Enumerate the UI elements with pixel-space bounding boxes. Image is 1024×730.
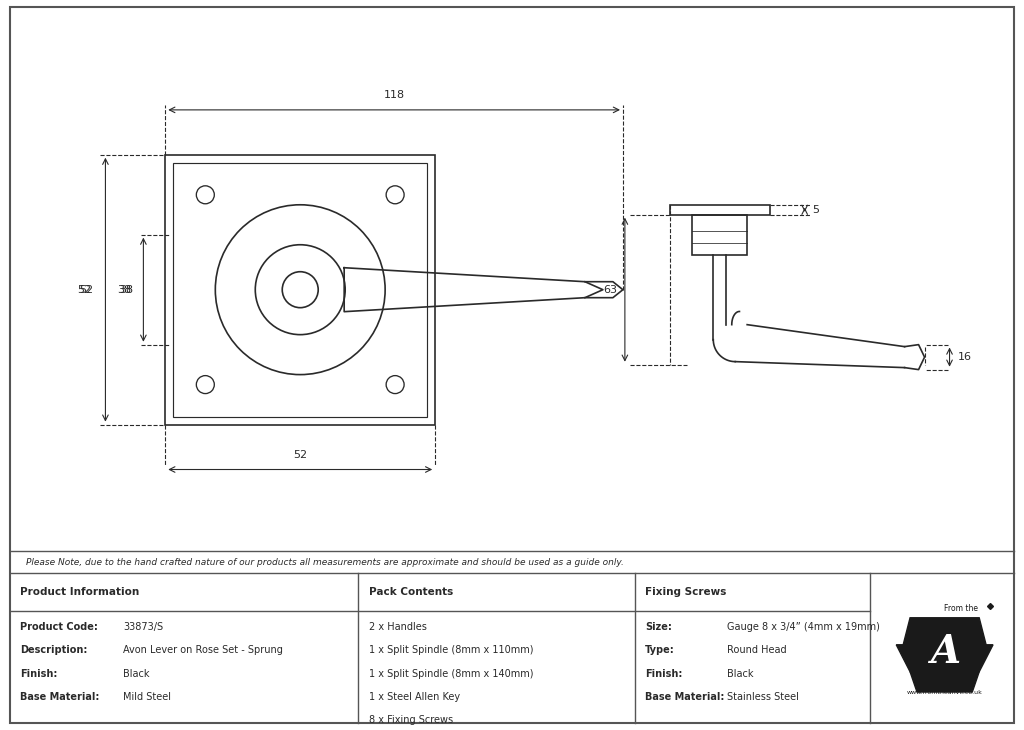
Text: Product Code:: Product Code: xyxy=(20,622,98,632)
Text: Finish:: Finish: xyxy=(20,669,57,679)
Text: 16: 16 xyxy=(957,352,972,362)
Bar xyxy=(692,215,748,255)
Polygon shape xyxy=(903,618,986,645)
Text: www.fromtheanvil.co.uk: www.fromtheanvil.co.uk xyxy=(906,690,983,694)
Text: Finish:: Finish: xyxy=(645,669,682,679)
Text: 1 x Split Spindle (8mm x 140mm): 1 x Split Spindle (8mm x 140mm) xyxy=(369,669,534,679)
Text: 52: 52 xyxy=(78,285,91,295)
Text: Size:: Size: xyxy=(645,622,672,632)
Bar xyxy=(670,205,770,215)
Text: 52: 52 xyxy=(79,285,93,295)
Text: 8 x Fixing Screws: 8 x Fixing Screws xyxy=(369,715,453,726)
Text: Product Information: Product Information xyxy=(20,587,139,597)
Text: 38: 38 xyxy=(119,285,133,295)
Text: A: A xyxy=(930,632,959,671)
Bar xyxy=(165,155,435,425)
Text: Gauge 8 x 3/4” (4mm x 19mm): Gauge 8 x 3/4” (4mm x 19mm) xyxy=(727,622,880,632)
Text: Stainless Steel: Stainless Steel xyxy=(727,692,799,702)
Text: 52: 52 xyxy=(293,450,307,459)
Text: Black: Black xyxy=(727,669,754,679)
Text: Base Material:: Base Material: xyxy=(645,692,725,702)
Text: 38: 38 xyxy=(118,285,131,295)
Text: Anvil: Anvil xyxy=(908,635,987,662)
Text: 1 x Split Spindle (8mm x 110mm): 1 x Split Spindle (8mm x 110mm) xyxy=(369,645,534,656)
Text: Type:: Type: xyxy=(645,645,675,656)
Text: 1 x Steel Allen Key: 1 x Steel Allen Key xyxy=(369,692,460,702)
Polygon shape xyxy=(910,672,979,692)
Text: Mild Steel: Mild Steel xyxy=(123,692,171,702)
Text: 33873/S: 33873/S xyxy=(123,622,163,632)
Text: 118: 118 xyxy=(384,90,404,100)
Text: Avon Lever on Rose Set - Sprung: Avon Lever on Rose Set - Sprung xyxy=(123,645,283,656)
Bar xyxy=(173,163,427,417)
Text: From the: From the xyxy=(944,604,978,612)
Text: Pack Contents: Pack Contents xyxy=(369,587,453,597)
Polygon shape xyxy=(896,645,993,672)
Text: 63: 63 xyxy=(603,285,616,295)
Text: Description:: Description: xyxy=(20,645,88,656)
Text: Base Material:: Base Material: xyxy=(20,692,100,702)
Text: Please Note, due to the hand crafted nature of our products all measurements are: Please Note, due to the hand crafted nat… xyxy=(26,558,624,566)
Text: Fixing Screws: Fixing Screws xyxy=(645,587,726,597)
Text: Black: Black xyxy=(123,669,150,679)
Text: Round Head: Round Head xyxy=(727,645,786,656)
Text: 2 x Handles: 2 x Handles xyxy=(369,622,427,632)
Text: 5: 5 xyxy=(813,205,819,215)
